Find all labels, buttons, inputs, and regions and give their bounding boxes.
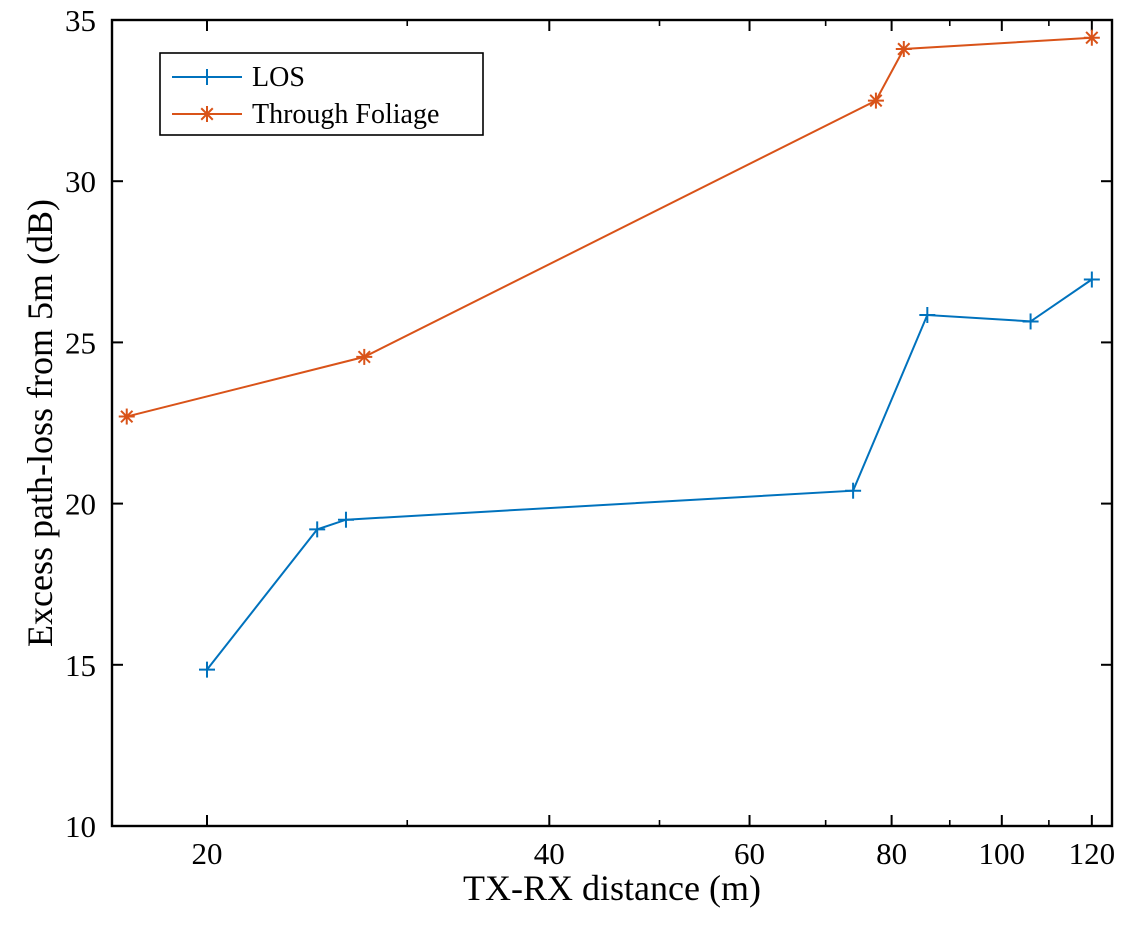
x-tick-label: 80 xyxy=(876,836,907,871)
y-tick-label: 25 xyxy=(65,325,96,360)
y-tick-label: 20 xyxy=(65,487,96,522)
legend-label: LOS xyxy=(252,62,305,93)
y-axis: 10 15 20 25 30 35 xyxy=(65,3,1112,844)
data-point xyxy=(1083,29,1100,46)
y-tick-label: 35 xyxy=(65,3,96,38)
data-point xyxy=(199,661,216,678)
data-point xyxy=(845,482,862,499)
x-tick-label: 60 xyxy=(734,836,765,871)
series-los xyxy=(199,271,1100,678)
data-point xyxy=(895,41,912,58)
legend-marker xyxy=(199,69,215,85)
plot-frame xyxy=(110,18,1114,828)
legend-label: Through Foliage xyxy=(252,99,439,130)
data-point xyxy=(1022,313,1039,330)
x-tick-label: 20 xyxy=(192,836,223,871)
plot-area xyxy=(110,18,1114,828)
x-axis: 20 40 60 80 100 120 xyxy=(192,20,1116,871)
series-line xyxy=(206,278,1093,671)
legend-box xyxy=(159,52,484,136)
legend: LOS Through Foliage xyxy=(159,52,484,136)
data-point xyxy=(919,306,936,323)
data-point xyxy=(309,521,326,538)
x-tick-label: 40 xyxy=(534,836,565,871)
data-point xyxy=(1083,271,1100,288)
data-point xyxy=(118,408,135,425)
y-tick-label: 15 xyxy=(65,648,96,683)
legend-item: Through Foliage xyxy=(172,99,439,130)
y-axis-title: Excess path-loss from 5m (dB) xyxy=(20,199,60,647)
y-tick-label: 30 xyxy=(65,164,96,199)
data-point xyxy=(337,511,354,528)
series-through-foliage xyxy=(118,29,1100,425)
x-axis-title: TX-RX distance (m) xyxy=(463,868,761,908)
legend-item: LOS xyxy=(172,62,305,93)
x-tick-label: 120 xyxy=(1069,836,1116,871)
y-tick-label: 10 xyxy=(65,809,96,844)
x-tick-label: 100 xyxy=(979,836,1026,871)
data-point xyxy=(867,92,884,109)
series-layer xyxy=(118,29,1100,678)
data-point xyxy=(356,348,373,365)
legend-marker xyxy=(199,106,215,122)
